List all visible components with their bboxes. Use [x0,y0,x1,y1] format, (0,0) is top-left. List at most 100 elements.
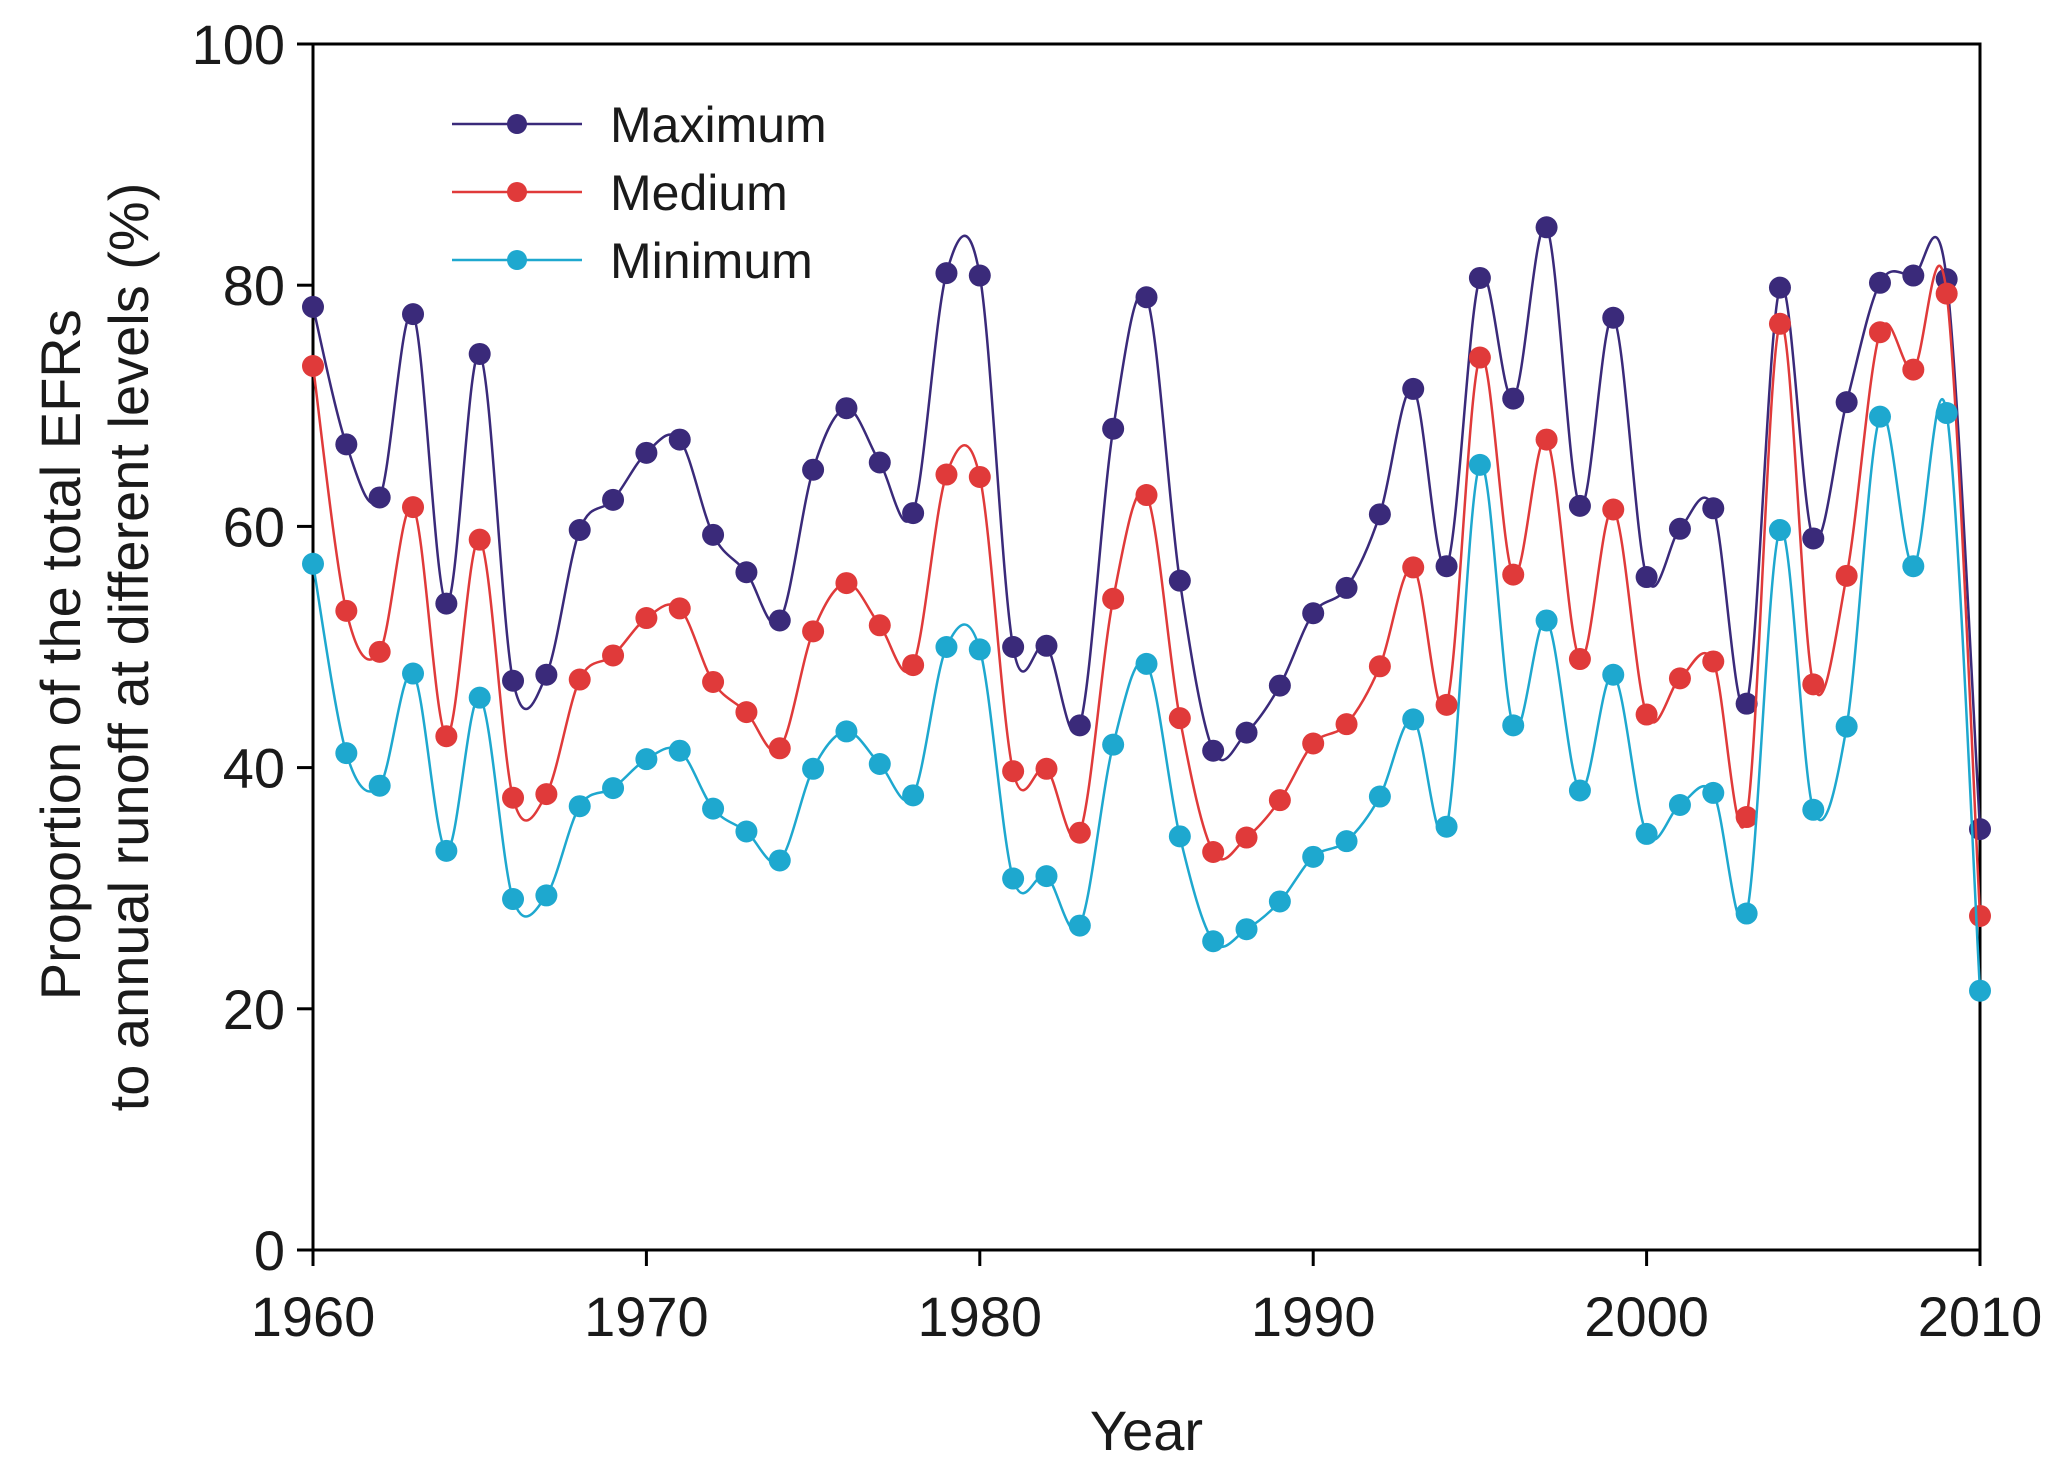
legend-label: Medium [610,165,788,221]
series-medium [302,264,1991,927]
data-point-minimum [1802,798,1825,821]
series-maximum [302,216,1991,841]
data-point-medium [1102,587,1125,610]
legend-marker [507,182,527,202]
axes: 1960 1970 1980 1990 2000 2010 0 20 40 60 80 100 [192,13,2043,1348]
series-layer [302,216,1991,1002]
legend-item-maximum: Maximum [452,97,827,153]
legend: Maximum Medium Minimum [452,97,827,289]
data-point-maximum [1135,286,1158,309]
data-point-medium [735,701,758,724]
data-point-medium [1935,282,1958,305]
data-point-maximum [1435,555,1458,578]
series-line-medium [311,264,1982,916]
data-point-maximum [335,433,358,456]
data-point-medium [1902,358,1925,381]
data-point-medium [435,725,458,748]
data-point-minimum [1002,867,1025,890]
data-point-maximum [935,262,958,285]
x-axis-title: Year [1090,1399,1203,1462]
y-axis-title: Proportion of the total EFRs to annual r… [29,183,160,1112]
data-point-minimum [1502,714,1525,737]
data-point-medium [1568,648,1591,671]
data-point-minimum [835,720,858,743]
data-point-minimum [1102,733,1125,756]
data-point-maximum [735,561,758,584]
data-point-medium [1168,707,1191,730]
legend-label: Maximum [610,97,827,153]
data-point-maximum [1235,721,1258,744]
data-point-maximum [1802,527,1825,550]
data-point-maximum [635,441,658,464]
data-point-minimum [1402,708,1425,731]
data-point-medium [1635,703,1658,726]
data-point-medium [1002,760,1025,783]
x-tick-label: 1980 [918,1285,1043,1348]
data-point-maximum [702,523,725,546]
data-point-medium [1802,673,1825,696]
data-point-medium [1502,563,1525,586]
data-point-minimum [535,884,558,907]
data-point-medium [502,786,525,809]
data-point-maximum [1735,692,1758,715]
y-tick-label: 40 [223,737,285,800]
data-point-medium [1035,757,1058,780]
data-point-medium [1468,346,1491,369]
data-point-medium [835,572,858,595]
data-point-maximum [1768,276,1791,299]
data-point-maximum [1702,497,1725,520]
x-tick-label: 1990 [1251,1285,1376,1348]
data-point-maximum [1602,306,1625,329]
data-point-minimum [1435,815,1458,838]
legend-label: Minimum [610,233,813,289]
data-point-minimum [702,797,725,820]
data-point-medium [1235,826,1258,849]
data-point-minimum [1635,822,1658,845]
data-point-minimum [1068,914,1091,937]
data-point-minimum [968,638,991,661]
data-point-minimum [1335,830,1358,853]
data-point-maximum [1902,264,1925,287]
data-point-minimum [1668,793,1691,816]
data-point-medium [1435,693,1458,716]
data-point-maximum [1635,566,1658,589]
data-point-maximum [1302,602,1325,625]
series-minimum [302,398,1991,1002]
data-point-medium [1402,556,1425,579]
plot-frame [311,42,1982,1252]
data-point-minimum [402,662,425,685]
data-point-minimum [1368,785,1391,808]
data-point-minimum [668,739,691,762]
data-point-minimum [1902,555,1925,578]
legend-marker [507,250,527,270]
data-point-maximum [902,502,925,525]
data-point-medium [1268,789,1291,812]
data-point-medium [902,654,925,677]
data-point-maximum [1335,576,1358,599]
data-point-maximum [535,663,558,686]
data-point-medium [968,465,991,488]
data-point-medium [568,668,591,691]
data-point-maximum [1502,387,1525,410]
data-point-minimum [1535,609,1558,632]
data-point-medium [1602,498,1625,521]
legend-marker [507,114,527,134]
data-point-maximum [1368,503,1391,526]
data-point-medium [1135,484,1158,507]
data-point-medium [602,644,625,667]
data-point-medium [868,614,891,637]
y-tick-label: 100 [192,13,285,76]
data-point-maximum [1168,569,1191,592]
data-point-maximum [1035,634,1058,657]
data-point-minimum [568,795,591,818]
data-point-minimum [335,742,358,765]
data-point-medium [768,737,791,760]
data-point-maximum [1268,674,1291,697]
data-point-medium [1068,821,1091,844]
data-point-maximum [668,428,691,451]
data-point-medium [668,597,691,620]
y-axis-title-line-2: to annual runoff at different levels (%) [97,183,160,1112]
data-point-maximum [502,669,525,692]
data-point-minimum [1202,930,1225,953]
